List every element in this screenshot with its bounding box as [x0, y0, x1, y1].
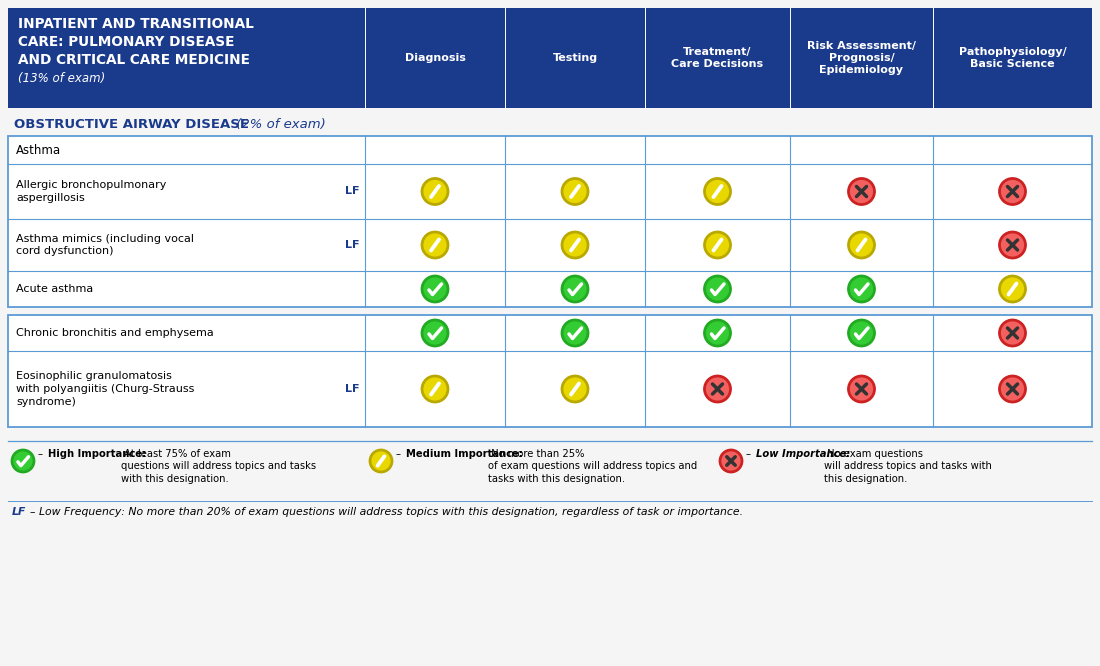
- Text: –: –: [396, 449, 404, 459]
- Text: INPATIENT AND TRANSITIONAL: INPATIENT AND TRANSITIONAL: [18, 17, 254, 31]
- Text: Medium Importance:: Medium Importance:: [406, 449, 522, 459]
- Circle shape: [562, 232, 588, 258]
- Text: (2% of exam): (2% of exam): [232, 118, 326, 131]
- Text: CARE: PULMONARY DISEASE: CARE: PULMONARY DISEASE: [18, 35, 234, 49]
- Circle shape: [848, 376, 874, 402]
- Text: At least 75% of exam
questions will address topics and tasks
with this designati: At least 75% of exam questions will addr…: [121, 449, 316, 484]
- FancyBboxPatch shape: [8, 315, 1092, 427]
- Circle shape: [562, 178, 588, 204]
- Circle shape: [562, 276, 588, 302]
- Text: No more than 25%
of exam questions will address topics and
tasks with this desig: No more than 25% of exam questions will …: [488, 449, 697, 484]
- FancyBboxPatch shape: [8, 8, 1092, 108]
- Circle shape: [848, 276, 874, 302]
- Circle shape: [1000, 232, 1025, 258]
- Circle shape: [562, 320, 588, 346]
- Circle shape: [422, 178, 448, 204]
- Circle shape: [848, 232, 874, 258]
- Circle shape: [422, 232, 448, 258]
- Text: Low Importance:: Low Importance:: [756, 449, 850, 459]
- Text: No exam questions
will address topics and tasks with
this designation.: No exam questions will address topics an…: [824, 449, 992, 484]
- Text: LF: LF: [344, 240, 359, 250]
- Circle shape: [370, 450, 392, 472]
- Circle shape: [562, 376, 588, 402]
- Text: High Importance:: High Importance:: [48, 449, 146, 459]
- Circle shape: [1000, 276, 1025, 302]
- Text: AND CRITICAL CARE MEDICINE: AND CRITICAL CARE MEDICINE: [18, 53, 250, 67]
- Text: (13% of exam): (13% of exam): [18, 72, 106, 85]
- Text: Treatment/
Care Decisions: Treatment/ Care Decisions: [671, 47, 763, 69]
- Circle shape: [720, 450, 742, 472]
- Text: OBSTRUCTIVE AIRWAY DISEASE: OBSTRUCTIVE AIRWAY DISEASE: [14, 118, 249, 131]
- Circle shape: [704, 276, 730, 302]
- Circle shape: [1000, 320, 1025, 346]
- Text: Testing: Testing: [552, 53, 597, 63]
- Text: – Low Frequency: No more than 20% of exam questions will address topics with thi: – Low Frequency: No more than 20% of exa…: [30, 507, 744, 517]
- Text: –: –: [746, 449, 755, 459]
- Text: Risk Assessment/
Prognosis/
Epidemiology: Risk Assessment/ Prognosis/ Epidemiology: [807, 41, 916, 75]
- Text: Asthma mimics (including vocal
cord dysfunction): Asthma mimics (including vocal cord dysf…: [16, 234, 194, 256]
- Text: LF: LF: [344, 186, 359, 196]
- Circle shape: [704, 232, 730, 258]
- Circle shape: [422, 376, 448, 402]
- Circle shape: [422, 320, 448, 346]
- Text: Acute asthma: Acute asthma: [16, 284, 94, 294]
- Circle shape: [12, 450, 34, 472]
- Circle shape: [1000, 376, 1025, 402]
- Text: Eosinophilic granulomatosis
with polyangiitis (Churg-Strauss
syndrome): Eosinophilic granulomatosis with polyang…: [16, 371, 195, 407]
- Text: LF: LF: [12, 507, 26, 517]
- Circle shape: [1000, 178, 1025, 204]
- Text: Diagnosis: Diagnosis: [405, 53, 465, 63]
- Circle shape: [704, 178, 730, 204]
- FancyBboxPatch shape: [8, 136, 1092, 307]
- Text: Pathophysiology/
Basic Science: Pathophysiology/ Basic Science: [958, 47, 1066, 69]
- Circle shape: [848, 178, 874, 204]
- Text: Allergic bronchopulmonary
aspergillosis: Allergic bronchopulmonary aspergillosis: [16, 180, 166, 203]
- Circle shape: [422, 276, 448, 302]
- Text: LF: LF: [344, 384, 359, 394]
- Circle shape: [704, 376, 730, 402]
- Text: Asthma: Asthma: [16, 143, 62, 157]
- Circle shape: [704, 320, 730, 346]
- Text: Chronic bronchitis and emphysema: Chronic bronchitis and emphysema: [16, 328, 213, 338]
- Circle shape: [848, 320, 874, 346]
- Text: –: –: [39, 449, 46, 459]
